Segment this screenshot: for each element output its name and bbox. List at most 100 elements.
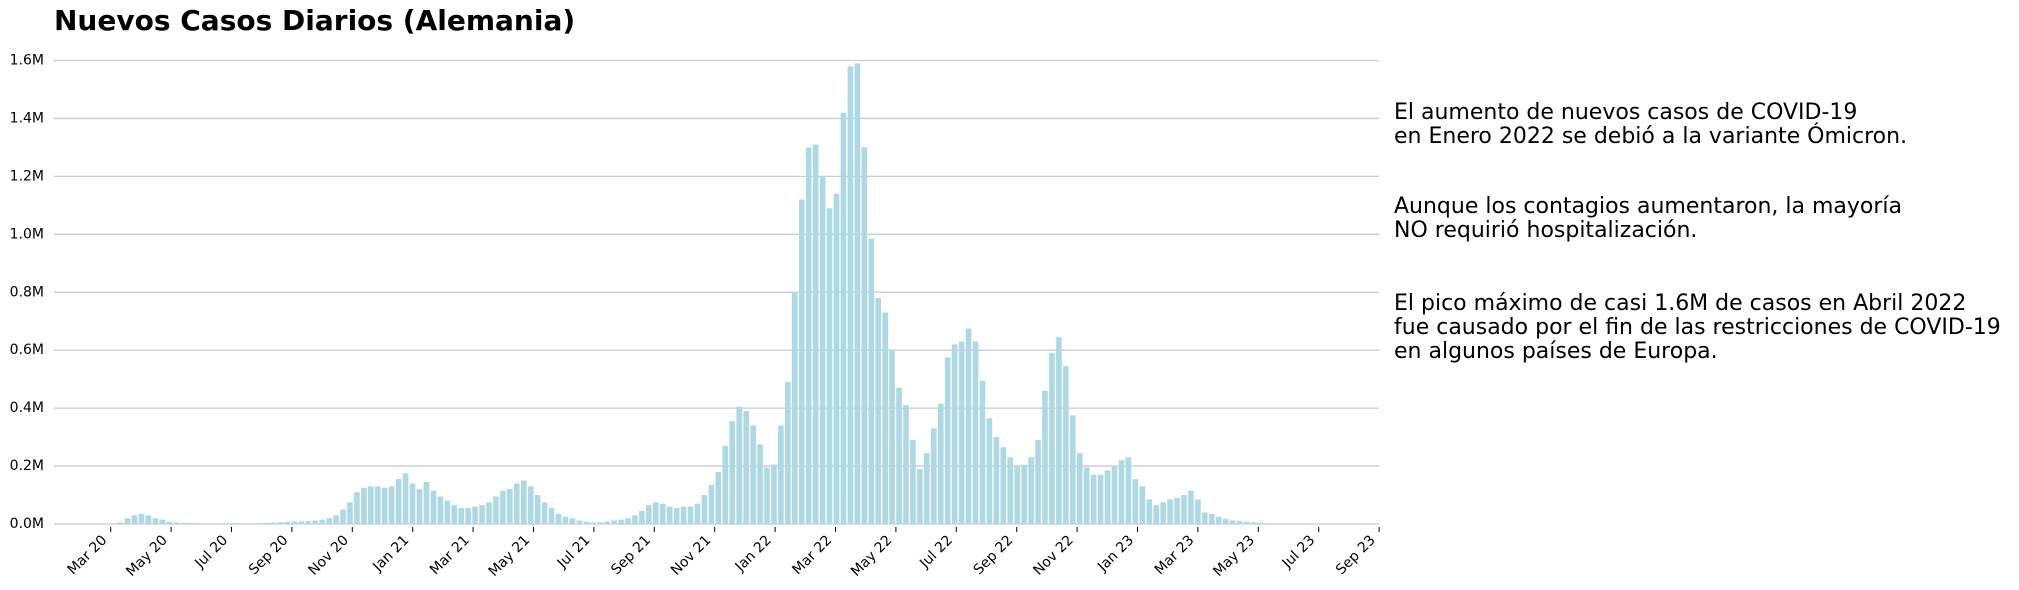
bar bbox=[1257, 522, 1264, 524]
bar bbox=[1195, 499, 1201, 524]
bar bbox=[451, 505, 458, 524]
bar bbox=[764, 467, 770, 524]
bar bbox=[520, 480, 527, 524]
bar bbox=[242, 523, 249, 524]
x-tick-label: Jan 21 bbox=[369, 532, 412, 575]
bar bbox=[632, 515, 638, 524]
bar bbox=[618, 519, 624, 524]
x-tick-label: Nov 22 bbox=[1030, 532, 1076, 578]
bar bbox=[819, 176, 826, 524]
bar bbox=[1063, 366, 1069, 524]
bar bbox=[847, 66, 854, 524]
x-tick-label: Mar 23 bbox=[1152, 532, 1198, 578]
bar bbox=[889, 350, 895, 524]
bar bbox=[284, 521, 291, 524]
bar bbox=[145, 515, 152, 524]
x-tick-label: Jul 23 bbox=[1279, 532, 1319, 572]
y-tick-label: 1.6M bbox=[10, 53, 44, 69]
annotation: Aunque los contagios aumentaron, la mayo… bbox=[1394, 194, 1902, 219]
bar bbox=[527, 486, 534, 524]
x-tick-label: May 22 bbox=[848, 532, 896, 580]
bar bbox=[937, 403, 944, 524]
bar bbox=[750, 425, 756, 524]
bar bbox=[924, 453, 930, 524]
y-tick-label: 0.6M bbox=[10, 342, 44, 358]
bar bbox=[1014, 466, 1020, 524]
bar bbox=[173, 522, 180, 524]
bar bbox=[625, 518, 631, 524]
y-tick-label: 0.2M bbox=[10, 458, 44, 474]
x-tick-label: Sep 22 bbox=[971, 532, 1017, 578]
bar bbox=[500, 490, 506, 524]
bar bbox=[256, 523, 263, 524]
x-tick-label: Jul 21 bbox=[554, 532, 594, 572]
bar bbox=[1167, 499, 1173, 524]
bar bbox=[298, 521, 305, 524]
bar bbox=[514, 483, 520, 524]
y-tick-label: 0.4M bbox=[10, 400, 44, 416]
x-tick-label: May 20 bbox=[123, 532, 171, 580]
y-tick-label: 1.4M bbox=[10, 110, 44, 126]
bar bbox=[694, 503, 701, 524]
bar bbox=[611, 520, 617, 524]
bar bbox=[1222, 518, 1229, 524]
x-tick-label: Jan 22 bbox=[732, 532, 775, 575]
x-tick-label: Sep 21 bbox=[608, 532, 654, 578]
bar bbox=[375, 486, 381, 524]
bar bbox=[1118, 460, 1125, 524]
bar bbox=[778, 425, 784, 524]
bar bbox=[1000, 447, 1007, 524]
bar bbox=[263, 522, 270, 524]
annotation: fue causado por el fin de las restriccio… bbox=[1394, 315, 2001, 340]
bar bbox=[416, 489, 423, 524]
bar bbox=[534, 495, 541, 524]
bar bbox=[395, 479, 402, 524]
bar bbox=[833, 193, 840, 524]
bar bbox=[569, 518, 576, 524]
bar bbox=[1229, 520, 1236, 524]
bar bbox=[597, 522, 603, 524]
bar bbox=[875, 298, 881, 524]
bar bbox=[944, 357, 951, 524]
annotation: NO requirió hospitalización. bbox=[1394, 218, 1697, 243]
bar bbox=[1070, 415, 1076, 524]
bar bbox=[486, 502, 492, 524]
bar bbox=[110, 523, 117, 524]
bar bbox=[673, 508, 680, 524]
bar bbox=[1035, 439, 1041, 524]
bar bbox=[131, 515, 138, 524]
bar bbox=[993, 437, 1000, 524]
bar bbox=[1007, 457, 1014, 524]
bar bbox=[1139, 486, 1146, 524]
bar bbox=[1104, 470, 1111, 524]
x-tick-label: Mar 20 bbox=[65, 532, 111, 578]
bar bbox=[479, 505, 485, 524]
bar bbox=[743, 411, 749, 524]
bar bbox=[903, 405, 909, 524]
x-tick-label: Sep 20 bbox=[246, 532, 292, 578]
bar bbox=[646, 505, 652, 524]
bar bbox=[917, 468, 923, 524]
x-tick-label: May 21 bbox=[486, 532, 534, 580]
bar bbox=[931, 428, 937, 524]
bar bbox=[972, 341, 979, 524]
bar bbox=[861, 147, 868, 524]
bar bbox=[785, 382, 791, 524]
bar bbox=[1215, 516, 1222, 524]
bar bbox=[291, 521, 298, 524]
bar bbox=[201, 523, 207, 524]
bar bbox=[965, 328, 972, 524]
bar bbox=[1202, 512, 1208, 524]
bar bbox=[402, 473, 409, 524]
bar bbox=[305, 521, 312, 524]
bar bbox=[701, 495, 708, 524]
bar bbox=[222, 523, 228, 524]
bar bbox=[639, 510, 645, 524]
bar bbox=[117, 522, 124, 524]
bar bbox=[187, 523, 193, 524]
bar bbox=[354, 492, 360, 524]
bar bbox=[381, 487, 388, 524]
bar bbox=[333, 515, 339, 524]
bar bbox=[180, 522, 186, 524]
bar bbox=[722, 445, 729, 524]
